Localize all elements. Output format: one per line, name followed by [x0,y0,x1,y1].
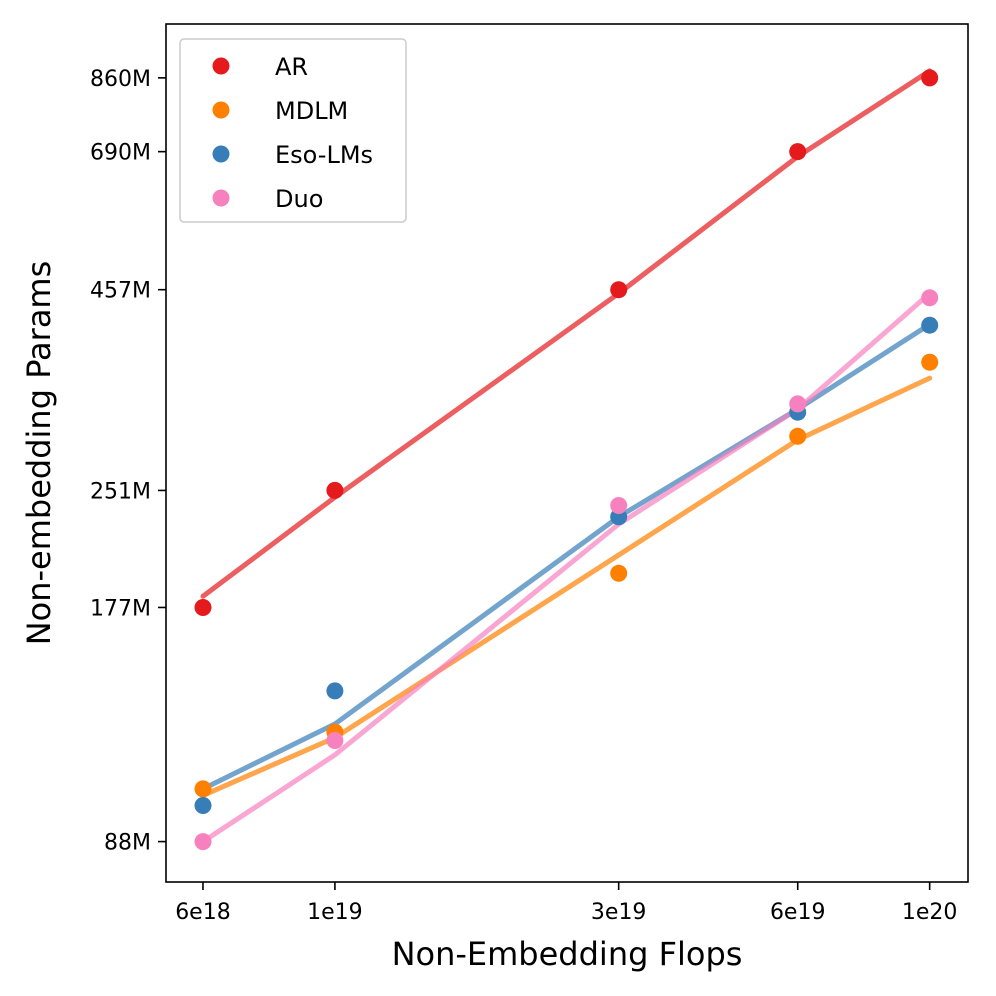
point-mdlm-6e19 [789,427,807,445]
y-tick-label: 251M [90,479,151,504]
point-eso-lms-1e19 [326,682,344,700]
point-ar-1e20 [921,69,939,87]
y-axis-ticks: 88M 177M 251M 457M 690M 860M [90,67,166,856]
y-axis-label: Non-embedding Params [20,261,58,646]
legend-box [179,38,407,223]
point-duo-1e20 [921,289,939,307]
y-tick-label: 860M [90,67,151,92]
plot-frame [165,23,969,883]
y-tick-label: 457M [90,279,151,304]
point-eso-lms-1e20 [921,316,939,334]
legend-marker-duo [212,189,230,207]
legend-marker-ar [212,57,230,75]
x-tick-label: 1e20 [902,900,958,925]
point-mdlm-6e18 [194,780,212,798]
x-axis-label: Non-Embedding Flops [392,935,743,973]
legend: AR MDLM Eso-LMs Duo [179,38,407,223]
legend-marker-mdlm [212,101,230,119]
point-eso-lms-6e18 [194,797,212,814]
point-duo-6e19 [789,395,807,413]
legend-label-eso-lms: Eso-LMs [275,141,373,169]
y-tick-label: 177M [90,596,151,621]
point-mdlm-3e19 [610,564,628,582]
data-points [194,69,939,851]
legend-label-ar: AR [275,53,308,81]
x-axis-ticks: 6e18 1e19 3e19 6e19 1e20 [175,882,957,925]
legend-marker-eso-lms [212,145,230,163]
y-tick-label: 88M [104,831,151,856]
point-mdlm-1e20 [921,353,939,371]
x-tick-label: 6e19 [770,900,826,925]
point-duo-1e19 [326,732,344,749]
point-ar-1e19 [326,481,344,499]
legend-label-duo: Duo [275,185,323,213]
point-ar-3e19 [610,281,628,299]
point-ar-6e19 [789,143,807,161]
point-ar-6e18 [194,599,212,616]
x-tick-label: 6e18 [175,900,231,925]
fit-line-mdlm [200,375,933,798]
x-tick-label: 1e19 [307,900,363,925]
x-tick-label: 3e19 [591,900,647,925]
point-duo-3e19 [610,497,628,514]
y-tick-label: 690M [90,141,151,166]
legend-label-mdlm: MDLM [275,97,348,125]
point-duo-6e18 [194,833,212,851]
